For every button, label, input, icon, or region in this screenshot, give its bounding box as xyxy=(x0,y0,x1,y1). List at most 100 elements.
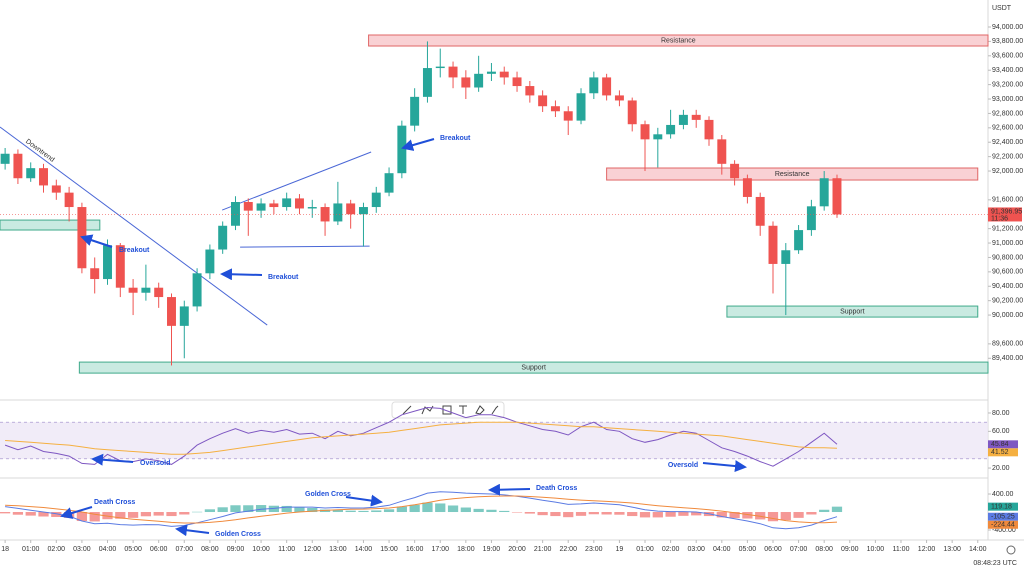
tool-line[interactable] xyxy=(402,405,412,415)
tool-eraser[interactable] xyxy=(475,405,485,415)
candle-body xyxy=(819,178,829,207)
x-tick-label: 02:00 xyxy=(662,546,680,553)
candle-body xyxy=(422,68,432,97)
value-tag xyxy=(988,502,1018,511)
y-tick-label: 89,400.00 xyxy=(992,355,1023,362)
y-tick-label: 93,600.00 xyxy=(992,53,1023,60)
rsi-band xyxy=(0,422,988,459)
y-tick-label: 92,200.00 xyxy=(992,153,1023,160)
tool-text[interactable] xyxy=(459,405,467,414)
x-tick-label: 18:00 xyxy=(457,546,475,553)
x-tick-label: 05:00 xyxy=(124,546,142,553)
macd-histogram-bar xyxy=(307,507,318,513)
candle-body xyxy=(742,178,752,197)
x-tick-label: 02:00 xyxy=(48,546,66,553)
x-tick-label: 10:00 xyxy=(867,546,885,553)
macd-histogram-bar xyxy=(716,512,727,518)
arrow xyxy=(60,506,93,519)
macd-histogram-bar xyxy=(179,512,190,515)
value-tag xyxy=(988,520,1018,529)
macd-histogram-bar xyxy=(486,509,497,513)
value-tag xyxy=(988,448,1018,457)
x-tick-label: 19 xyxy=(616,546,624,553)
macd-histogram-bar xyxy=(191,511,203,513)
y-tick-label: 93,200.00 xyxy=(992,81,1023,88)
candle-body xyxy=(51,185,61,193)
annotation: Oversold xyxy=(140,460,170,467)
arrow xyxy=(401,138,435,151)
y-tick-label: 92,600.00 xyxy=(992,125,1023,132)
drawing-toolbar[interactable] xyxy=(391,401,505,419)
macd-histogram-bar xyxy=(460,507,471,513)
tool-brush[interactable] xyxy=(491,405,499,415)
candle-body xyxy=(192,273,202,307)
candle-body xyxy=(448,66,458,78)
candle-body xyxy=(294,198,304,209)
macd-histogram-bar xyxy=(38,512,49,517)
clock: 08:48:23 UTC xyxy=(973,560,1017,567)
x-tick-label: 04:00 xyxy=(99,546,117,553)
rsi-line xyxy=(5,421,838,455)
macd-histogram-bar xyxy=(0,512,11,514)
x-tick-label: 07:00 xyxy=(790,546,808,553)
y-tick-label: 90,400.00 xyxy=(992,283,1023,290)
candle-body xyxy=(269,203,279,208)
zone xyxy=(0,219,101,231)
macd-histogram-bar xyxy=(140,512,152,517)
candle-body xyxy=(346,203,356,215)
candle-body xyxy=(64,192,74,208)
value-tag-label: 119.18 xyxy=(991,503,1012,510)
x-tick-label: 22:00 xyxy=(559,546,577,553)
macd-histogram-bar xyxy=(627,512,638,517)
candle-body xyxy=(563,111,573,121)
annotation: Golden Cross xyxy=(305,491,351,498)
x-tick-label: 04:00 xyxy=(713,546,731,553)
candle-body xyxy=(410,96,420,126)
last-price-label: 91,396.95 xyxy=(991,208,1022,215)
macd-histogram-bar xyxy=(371,510,382,513)
macd-histogram-bar xyxy=(575,512,587,516)
candle-body xyxy=(768,225,778,264)
y-tick-label: 93,000.00 xyxy=(992,96,1023,103)
macd-histogram-bar xyxy=(153,512,164,516)
annotation: Breakout xyxy=(440,135,471,142)
macd-histogram-bar xyxy=(691,512,702,516)
zone xyxy=(606,167,979,181)
tool-rect[interactable] xyxy=(442,405,452,415)
y-tick-label: 90,000.00 xyxy=(992,312,1023,319)
x-tick-label: 11:00 xyxy=(278,546,295,553)
y-tick-label: 92,400.00 xyxy=(992,139,1023,146)
candle-body xyxy=(256,203,266,211)
macd-y-tick-label: -400.00 xyxy=(992,527,1016,534)
macd-histogram-bar xyxy=(358,510,369,513)
macd-histogram-bar xyxy=(742,512,753,519)
annotation: Breakout xyxy=(119,247,150,254)
y-tick-label: 90,600.00 xyxy=(992,269,1023,276)
macd-histogram-bar xyxy=(588,512,599,515)
macd-histogram-bar xyxy=(793,512,804,518)
candle-body xyxy=(154,287,164,298)
macd-histogram-bar xyxy=(435,503,446,513)
settings-icon[interactable] xyxy=(1006,545,1016,555)
zone-label: Resistance xyxy=(775,171,810,178)
macd-histogram-bar xyxy=(166,512,177,517)
macd-y-tick-label: 400.00 xyxy=(992,491,1014,498)
trendline xyxy=(221,151,372,211)
candle-body xyxy=(653,134,663,140)
countdown: 11:36 xyxy=(991,215,1008,222)
x-tick-label: 17:00 xyxy=(431,546,449,553)
tool-path[interactable] xyxy=(421,405,434,415)
x-tick-label: 12:00 xyxy=(918,546,936,553)
y-tick-label: 93,400.00 xyxy=(992,67,1023,74)
x-tick-label: 05:00 xyxy=(739,546,757,553)
candle-body xyxy=(461,77,471,88)
candle-body xyxy=(730,163,740,179)
candle-body xyxy=(704,119,714,140)
candle-body xyxy=(666,124,676,135)
zone xyxy=(368,34,989,47)
x-tick-label: 18 xyxy=(1,546,9,553)
x-tick-label: 09:00 xyxy=(227,546,245,553)
x-tick-label: 06:00 xyxy=(150,546,168,553)
